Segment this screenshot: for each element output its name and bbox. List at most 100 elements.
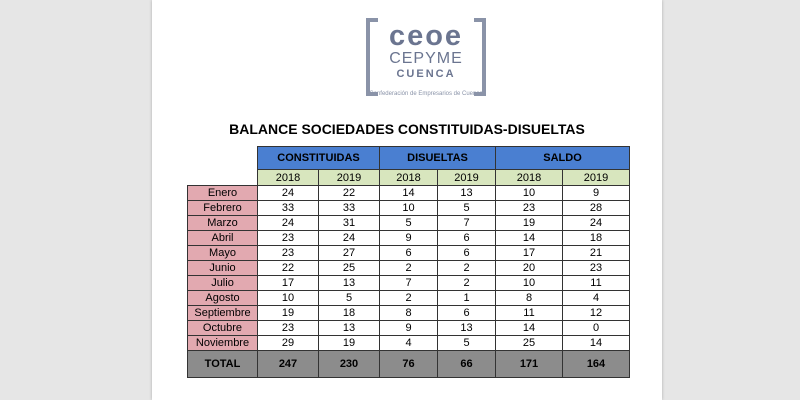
value-cell: 2 [437, 275, 496, 291]
table-row: Agosto 10 5 2 1 8 4 [187, 290, 630, 306]
value-cell: 19 [495, 215, 563, 231]
value-cell: 24 [257, 185, 319, 201]
total-value: 76 [379, 350, 438, 378]
value-cell: 11 [495, 305, 563, 321]
value-cell: 14 [495, 320, 563, 336]
month-label: Abril [187, 230, 258, 246]
month-label: Noviembre [187, 335, 258, 351]
value-cell: 9 [379, 230, 438, 246]
table-row: Junio 22 25 2 2 20 23 [187, 260, 630, 276]
value-cell: 11 [562, 275, 630, 291]
value-cell: 7 [379, 275, 438, 291]
month-label: Octubre [187, 320, 258, 336]
table-row: Enero 24 22 14 13 10 9 [187, 185, 630, 201]
table-row: Mayo 23 27 6 6 17 21 [187, 245, 630, 261]
group-header-row: CONSTITUIDAS DISUELTAS SALDO [188, 146, 630, 170]
year-header: 2018 [495, 169, 563, 186]
document-page: ceoe CEPYME CUENCA Confederación de Empr… [152, 0, 662, 400]
table-row: Septiembre 19 18 8 6 11 12 [187, 305, 630, 321]
value-cell: 17 [257, 275, 319, 291]
value-cell: 22 [318, 185, 380, 201]
header-constituidas: CONSTITUIDAS [257, 146, 380, 170]
value-cell: 18 [562, 230, 630, 246]
value-cell: 10 [495, 185, 563, 201]
value-cell: 13 [437, 185, 496, 201]
year-header: 2018 [257, 169, 319, 186]
value-cell: 23 [257, 230, 319, 246]
value-cell: 6 [437, 230, 496, 246]
value-cell: 10 [257, 290, 319, 306]
value-cell: 29 [257, 335, 319, 351]
value-cell: 19 [318, 335, 380, 351]
year-header-row: 2018 2019 2018 2019 2018 2019 [188, 169, 630, 186]
table-row: Noviembre 29 19 4 5 25 14 [187, 335, 630, 351]
total-label: TOTAL [187, 350, 258, 378]
table-row: Octubre 23 13 9 13 14 0 [187, 320, 630, 336]
value-cell: 24 [318, 230, 380, 246]
total-value: 66 [437, 350, 496, 378]
value-cell: 14 [562, 335, 630, 351]
value-cell: 23 [562, 260, 630, 276]
value-cell: 6 [379, 245, 438, 261]
value-cell: 9 [379, 320, 438, 336]
logo-bracket-right [474, 18, 486, 96]
value-cell: 2 [379, 260, 438, 276]
logo-sub-text: CEPYME [389, 50, 463, 67]
value-cell: 8 [379, 305, 438, 321]
value-cell: 14 [495, 230, 563, 246]
logo-main-text: ceoe [388, 20, 464, 52]
value-cell: 5 [318, 290, 380, 306]
value-cell: 1 [437, 290, 496, 306]
value-cell: 23 [257, 320, 319, 336]
total-value: 247 [257, 350, 319, 378]
value-cell: 17 [495, 245, 563, 261]
month-label: Mayo [187, 245, 258, 261]
ceoe-cepyme-logo: ceoe CEPYME CUENCA Confederación de Empr… [366, 18, 486, 97]
logo-tagline: Confederación de Empresarios de Cuenca [369, 91, 483, 97]
value-cell: 14 [379, 185, 438, 201]
table-body: Enero 24 22 14 13 10 9 Febrero 33 33 10 5 23 28 Marzo 2… [187, 185, 630, 351]
table-row: Julio 17 13 7 2 10 11 [187, 275, 630, 291]
month-label: Julio [187, 275, 258, 291]
month-label: Enero [187, 185, 258, 201]
total-value: 230 [318, 350, 380, 378]
month-label: Marzo [187, 215, 258, 231]
value-cell: 22 [257, 260, 319, 276]
table-row: Febrero 33 33 10 5 23 28 [187, 200, 630, 216]
value-cell: 33 [318, 200, 380, 216]
year-header: 2019 [562, 169, 630, 186]
value-cell: 13 [318, 320, 380, 336]
year-header: 2018 [379, 169, 438, 186]
value-cell: 25 [495, 335, 563, 351]
value-cell: 10 [495, 275, 563, 291]
page-title: BALANCE SOCIEDADES CONSTITUIDAS-DISUELTA… [229, 121, 585, 137]
value-cell: 31 [318, 215, 380, 231]
value-cell: 23 [257, 245, 319, 261]
value-cell: 23 [495, 200, 563, 216]
header-saldo: SALDO [495, 146, 630, 170]
month-label: Junio [187, 260, 258, 276]
value-cell: 25 [318, 260, 380, 276]
value-cell: 10 [379, 200, 438, 216]
month-label: Agosto [187, 290, 258, 306]
value-cell: 5 [437, 200, 496, 216]
value-cell: 9 [562, 185, 630, 201]
value-cell: 8 [495, 290, 563, 306]
table-row: Marzo 24 31 5 7 19 24 [187, 215, 630, 231]
month-label: Febrero [187, 200, 258, 216]
year-header: 2019 [318, 169, 380, 186]
value-cell: 18 [318, 305, 380, 321]
value-cell: 4 [562, 290, 630, 306]
month-label: Septiembre [187, 305, 258, 321]
value-cell: 28 [562, 200, 630, 216]
value-cell: 6 [437, 305, 496, 321]
total-row: TOTAL 247 230 76 66 171 164 [187, 350, 630, 378]
value-cell: 7 [437, 215, 496, 231]
value-cell: 5 [379, 215, 438, 231]
value-cell: 20 [495, 260, 563, 276]
value-cell: 6 [437, 245, 496, 261]
total-value: 164 [562, 350, 630, 378]
logo-bracket-left [366, 18, 378, 96]
value-cell: 24 [257, 215, 319, 231]
value-cell: 19 [257, 305, 319, 321]
